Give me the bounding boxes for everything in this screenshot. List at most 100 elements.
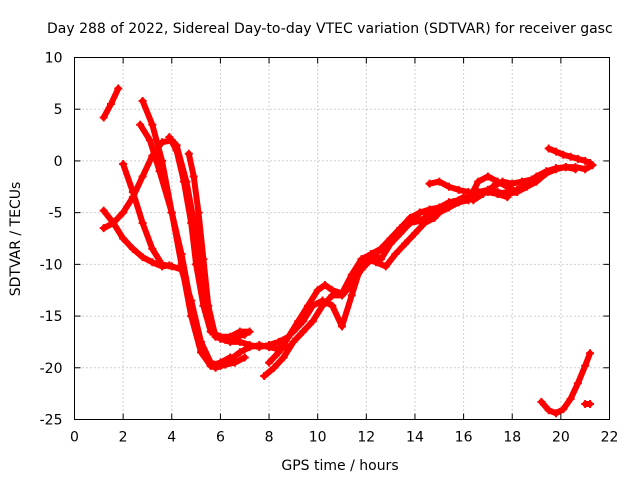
data-point [459, 193, 468, 202]
tick-layer: 0 2 4 6 8 10 12 14 16 18 20 22 10 5 0 -5 -10 -15 -20 -25 [40, 51, 619, 446]
data-point [216, 334, 225, 343]
series-line [137, 121, 234, 369]
data-point [498, 177, 507, 186]
data-point [255, 343, 264, 352]
data-point [513, 187, 522, 196]
data-point [199, 255, 208, 264]
x-tick-label: 18 [503, 430, 521, 446]
data-point [204, 301, 213, 310]
data-point [128, 244, 137, 253]
data-point [338, 289, 346, 298]
data-point [430, 213, 439, 222]
data-point [488, 182, 497, 191]
data-point [138, 96, 147, 105]
data-point [415, 216, 424, 225]
data-point [138, 218, 147, 227]
data-point [362, 255, 371, 264]
data-point [145, 136, 154, 145]
data-point [391, 250, 400, 259]
data-point [552, 409, 560, 418]
x-tick-label: 8 [265, 430, 274, 446]
data-point [158, 260, 167, 269]
data-point [586, 158, 595, 167]
y-tick-label: -20 [40, 361, 63, 377]
data-point [172, 146, 181, 155]
data-point [138, 253, 147, 262]
y-tick-label: 0 [54, 154, 63, 170]
data-point [167, 208, 176, 217]
data-point [109, 218, 118, 227]
chart-title: Day 288 of 2022, Sidereal Day-to-day VTE… [47, 21, 613, 37]
data-point [209, 327, 218, 336]
x-tick-label: 12 [357, 430, 375, 446]
series-sat-O [537, 349, 595, 418]
data-point [235, 327, 244, 336]
data-point [99, 206, 108, 215]
data-point [284, 332, 293, 341]
data-point [559, 405, 568, 414]
data-point [425, 179, 434, 188]
x-tick-label: 2 [119, 430, 128, 446]
series-sat-A [99, 84, 123, 122]
series-layer [99, 84, 597, 418]
x-tick-label: 0 [70, 430, 79, 446]
data-point [128, 187, 137, 196]
data-point [235, 337, 244, 346]
y-tick-label: -25 [40, 413, 63, 429]
x-tick-label: 10 [309, 430, 327, 446]
data-point [179, 177, 188, 186]
series-sat-K [289, 172, 522, 336]
data-point [313, 286, 322, 295]
data-point [189, 172, 198, 181]
data-point [581, 165, 590, 174]
data-point [114, 84, 123, 93]
data-point [308, 317, 317, 326]
data-point [245, 341, 254, 350]
data-point [119, 208, 128, 217]
data-point [148, 120, 157, 129]
data-point [155, 167, 164, 176]
data-point [187, 218, 196, 227]
data-point [231, 358, 239, 367]
data-point [216, 358, 225, 367]
data-point [299, 317, 308, 326]
series-sat-H [184, 149, 293, 352]
data-point [559, 150, 568, 159]
series-line [261, 162, 596, 380]
data-point [245, 327, 254, 336]
data-point [367, 250, 376, 259]
data-point [581, 361, 590, 370]
data-point [235, 348, 244, 357]
data-point [537, 397, 546, 406]
data-point [274, 348, 283, 357]
x-tick-label: 6 [216, 430, 225, 446]
data-point [544, 144, 553, 153]
data-point [396, 229, 405, 238]
data-point [508, 179, 517, 188]
data-point [542, 167, 551, 176]
data-point [445, 182, 453, 191]
data-point [483, 172, 492, 181]
data-point [493, 190, 502, 199]
data-point [571, 165, 580, 174]
data-point [420, 218, 429, 227]
data-point [454, 185, 463, 194]
data-point [435, 177, 444, 186]
data-point [566, 394, 575, 403]
y-tick-label: -10 [40, 257, 63, 273]
y-tick-label: -15 [40, 309, 63, 325]
data-point [226, 353, 235, 362]
data-point [338, 322, 346, 331]
x-tick-label: 14 [406, 430, 424, 446]
data-point [187, 301, 196, 310]
data-point [586, 349, 595, 358]
data-point [167, 262, 176, 271]
x-tick-label: 4 [167, 430, 176, 446]
data-point [566, 152, 575, 161]
series-sat-P [581, 399, 595, 408]
series-line [185, 150, 292, 351]
data-point [265, 341, 274, 350]
data-point [165, 133, 174, 142]
data-point [99, 113, 108, 122]
